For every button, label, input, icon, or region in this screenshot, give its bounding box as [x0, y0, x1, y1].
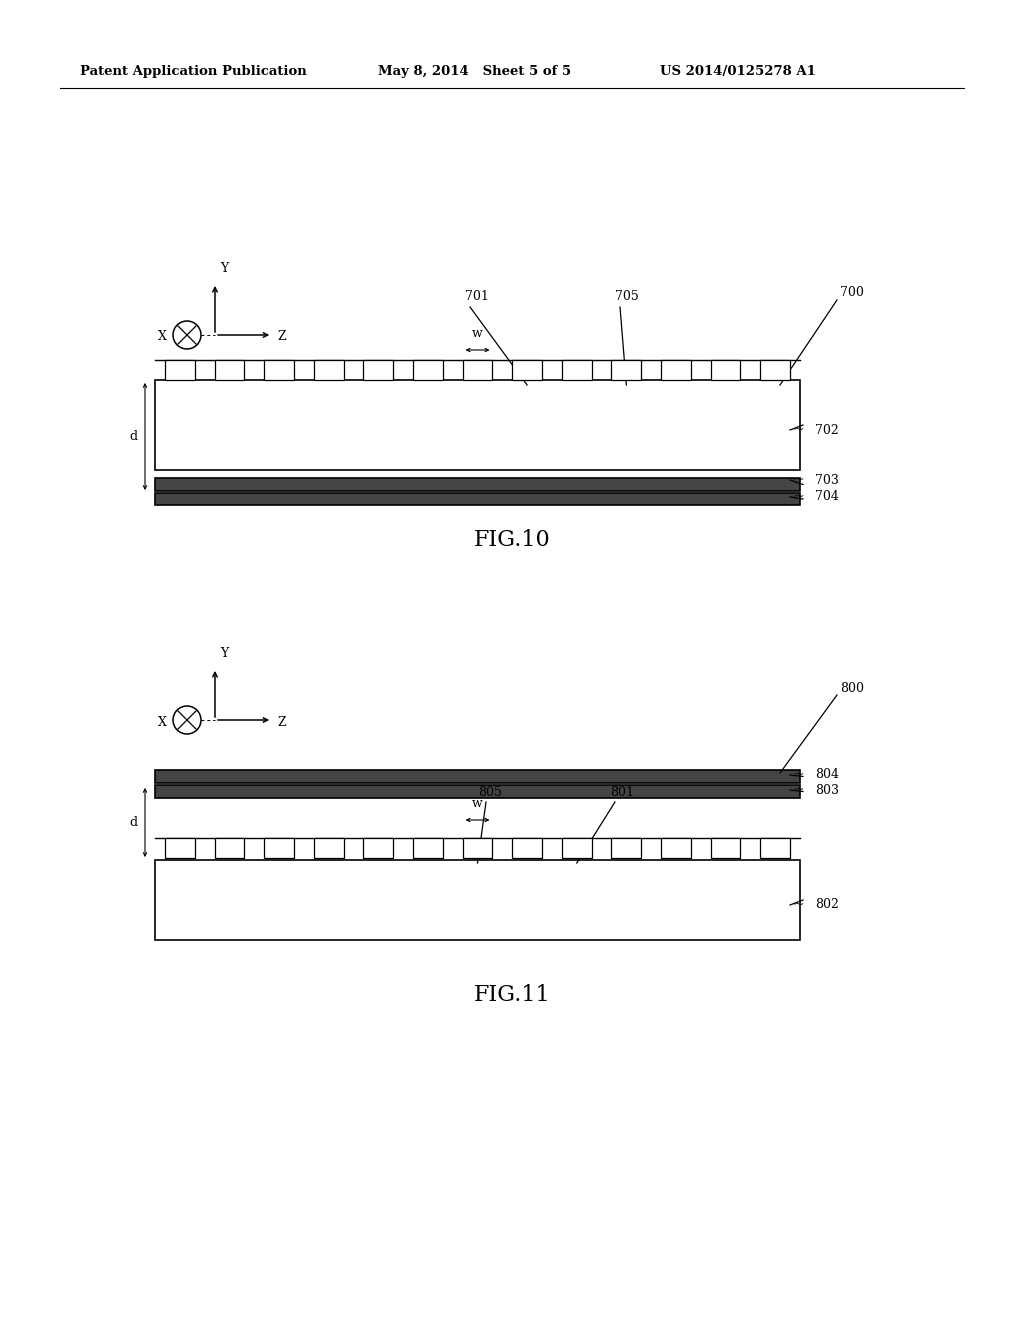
Bar — [662, 360, 691, 380]
Bar — [760, 360, 791, 380]
Bar — [313, 838, 343, 858]
Bar — [264, 838, 294, 858]
Bar — [165, 360, 195, 380]
Text: Y: Y — [220, 261, 228, 275]
Bar — [155, 380, 800, 470]
Bar — [662, 838, 691, 858]
Text: 702: 702 — [815, 424, 839, 437]
Text: Patent Application Publication: Patent Application Publication — [80, 66, 307, 78]
Text: 802: 802 — [815, 899, 839, 912]
Text: ~: ~ — [793, 783, 805, 797]
Bar — [711, 360, 740, 380]
Bar — [313, 360, 343, 380]
Text: w: w — [472, 327, 483, 341]
Text: Z: Z — [278, 330, 286, 343]
Text: Y: Y — [220, 647, 228, 660]
Bar — [562, 838, 592, 858]
Bar — [512, 838, 542, 858]
Bar — [760, 838, 791, 858]
Text: FIG.11: FIG.11 — [474, 983, 550, 1006]
Text: 703: 703 — [815, 474, 839, 487]
Text: X: X — [158, 715, 167, 729]
Text: 801: 801 — [610, 785, 634, 799]
Text: d: d — [129, 816, 137, 829]
Bar — [364, 360, 393, 380]
Bar — [165, 838, 195, 858]
Text: May 8, 2014   Sheet 5 of 5: May 8, 2014 Sheet 5 of 5 — [378, 66, 571, 78]
Text: ~: ~ — [793, 422, 805, 437]
Bar — [512, 360, 542, 380]
Text: 701: 701 — [465, 290, 488, 304]
Bar — [215, 838, 245, 858]
Text: 700: 700 — [840, 286, 864, 300]
Bar — [562, 360, 592, 380]
Bar — [364, 838, 393, 858]
Text: US 2014/0125278 A1: US 2014/0125278 A1 — [660, 66, 816, 78]
Text: ~: ~ — [793, 768, 805, 781]
Text: 705: 705 — [615, 290, 639, 304]
Bar — [155, 861, 800, 940]
Text: 800: 800 — [840, 681, 864, 694]
Text: w: w — [472, 797, 483, 810]
Bar — [155, 785, 800, 799]
Bar — [611, 360, 641, 380]
Bar — [611, 838, 641, 858]
Text: 805: 805 — [478, 785, 502, 799]
Bar — [155, 770, 800, 783]
Bar — [711, 838, 740, 858]
Text: FIG.10: FIG.10 — [474, 529, 550, 550]
Bar — [463, 360, 493, 380]
Bar — [155, 478, 800, 491]
Text: ~: ~ — [793, 898, 805, 912]
Bar — [413, 838, 442, 858]
Bar — [155, 492, 800, 506]
Bar — [215, 360, 245, 380]
Text: ~: ~ — [793, 473, 805, 487]
Text: ~: ~ — [793, 490, 805, 504]
Text: 804: 804 — [815, 768, 839, 781]
Bar — [413, 360, 442, 380]
Text: d: d — [129, 430, 137, 444]
Text: 803: 803 — [815, 784, 839, 796]
Text: Z: Z — [278, 715, 286, 729]
Text: X: X — [158, 330, 167, 343]
Text: 704: 704 — [815, 491, 839, 503]
Bar — [264, 360, 294, 380]
Bar — [463, 838, 493, 858]
